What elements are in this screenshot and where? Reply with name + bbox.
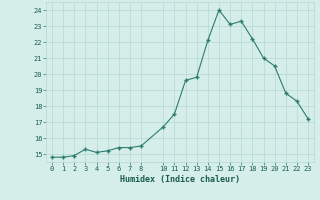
- X-axis label: Humidex (Indice chaleur): Humidex (Indice chaleur): [120, 175, 240, 184]
